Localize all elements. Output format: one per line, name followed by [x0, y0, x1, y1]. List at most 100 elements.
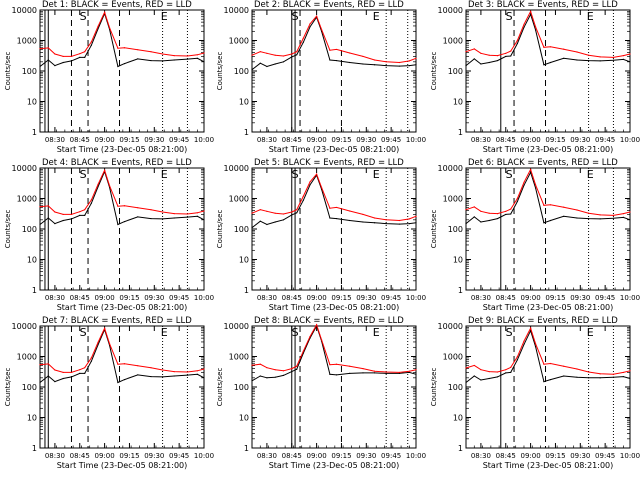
data-point-lld: [274, 369, 276, 371]
plot-frame: [39, 325, 205, 449]
data-point-events: [362, 63, 364, 65]
data-point-events: [309, 26, 311, 28]
data-point-lld: [488, 212, 490, 214]
data-point-lld: [408, 218, 410, 220]
x-axis-label: Start Time (23-Dec-05 08:21:00): [269, 461, 400, 470]
y-tick-label: 10000: [438, 6, 463, 15]
data-point-events: [47, 217, 49, 219]
data-point-events: [563, 57, 565, 59]
data-point-events: [266, 65, 268, 68]
y-tick-label: 100: [448, 383, 463, 392]
data-point-events: [296, 368, 298, 370]
annotation-label: S: [506, 168, 513, 181]
data-point-events: [47, 375, 49, 377]
annotation-label: S: [292, 168, 299, 181]
data-point-lld: [70, 55, 73, 58]
data-point-events: [296, 54, 298, 56]
data-point-events: [173, 375, 175, 377]
annotation-label: S: [506, 10, 513, 23]
data-point-lld: [629, 211, 631, 213]
series-line-events: [465, 171, 631, 224]
chart-title: Det 7: BLACK = Events, RED = LLD: [42, 316, 192, 326]
data-point-lld: [530, 168, 532, 170]
data-point-lld: [150, 209, 152, 211]
x-tick-label: 09:45: [381, 452, 401, 460]
x-tick-label: 08:45: [70, 136, 90, 144]
data-point-lld: [150, 367, 152, 369]
annotation-label: E: [587, 326, 594, 339]
data-point-lld: [282, 55, 285, 57]
x-tick-label: 08:30: [257, 136, 277, 144]
x-tick-label: 08:30: [257, 294, 277, 302]
data-point-events: [587, 59, 590, 62]
x-tick-label: 09:15: [331, 136, 351, 144]
annotation-label: E: [587, 10, 594, 23]
annotation-label: E: [373, 10, 380, 23]
data-point-events: [622, 375, 624, 378]
x-axis-label: Start Time (23-Dec-05 08:21:00): [269, 303, 400, 312]
data-point-events: [90, 202, 92, 204]
data-point-events: [415, 373, 417, 375]
data-point-lld: [516, 39, 518, 42]
x-tick-label: 09:30: [144, 452, 164, 460]
data-point-lld: [108, 343, 111, 345]
x-tick-label: 09:15: [119, 294, 139, 302]
x-tick-label: 08:45: [70, 452, 90, 460]
data-point-events: [196, 215, 198, 217]
y-tick-label: 10000: [12, 6, 37, 15]
data-point-lld: [373, 217, 376, 219]
data-point-events: [251, 227, 253, 229]
data-point-events: [282, 61, 285, 63]
data-point-lld: [39, 48, 41, 50]
y-tick-label: 100: [234, 67, 249, 76]
x-tick-label: 08:30: [471, 136, 491, 144]
series-line-lld: [465, 168, 631, 216]
data-point-events: [62, 61, 64, 64]
data-point-events: [274, 221, 276, 223]
data-point-events: [117, 381, 119, 384]
data-point-lld: [349, 365, 351, 367]
x-tick-label: 09:00: [307, 136, 327, 144]
data-point-lld: [465, 367, 467, 369]
data-point-lld: [186, 55, 189, 57]
x-tick-label: 08:45: [496, 452, 516, 460]
x-tick-label: 09:45: [595, 136, 615, 144]
data-point-lld: [79, 53, 81, 55]
data-point-events: [186, 374, 189, 376]
data-point-lld: [123, 47, 126, 49]
annotation-label: E: [161, 10, 168, 23]
annotation-label: E: [373, 168, 380, 181]
y-axis-label: Counts/sec: [430, 52, 438, 91]
y-tick-label: 10: [27, 414, 37, 423]
data-point-events: [97, 344, 99, 346]
data-point-lld: [309, 335, 311, 338]
data-point-lld: [259, 51, 261, 53]
data-point-lld: [622, 54, 624, 57]
data-point-lld: [251, 54, 253, 56]
data-point-events: [349, 372, 351, 374]
data-point-events: [274, 63, 276, 65]
data-point-lld: [530, 10, 532, 12]
y-tick-label: 1000: [229, 353, 249, 362]
data-point-events: [97, 186, 99, 188]
plot-frame: [465, 167, 631, 291]
x-axis-label: Start Time (23-Dec-05 08:21:00): [57, 461, 188, 470]
data-point-events: [549, 219, 552, 222]
data-point-lld: [622, 371, 624, 374]
data-point-events: [282, 374, 285, 377]
annotation-label: S: [506, 326, 513, 339]
data-point-lld: [510, 50, 512, 52]
data-point-events: [599, 377, 601, 379]
x-axis-label: Start Time (23-Dec-05 08:21:00): [483, 145, 614, 154]
data-point-events: [563, 215, 565, 217]
x-tick-label: 10:00: [406, 136, 426, 144]
data-point-events: [123, 62, 126, 65]
data-point-lld: [137, 365, 139, 367]
data-point-events: [473, 375, 475, 377]
data-point-events: [549, 61, 552, 64]
data-point-events: [259, 62, 261, 64]
data-point-events: [488, 219, 490, 222]
y-tick-label: 1: [244, 128, 249, 137]
y-tick-label: 10000: [224, 164, 249, 173]
data-point-events: [612, 376, 615, 378]
